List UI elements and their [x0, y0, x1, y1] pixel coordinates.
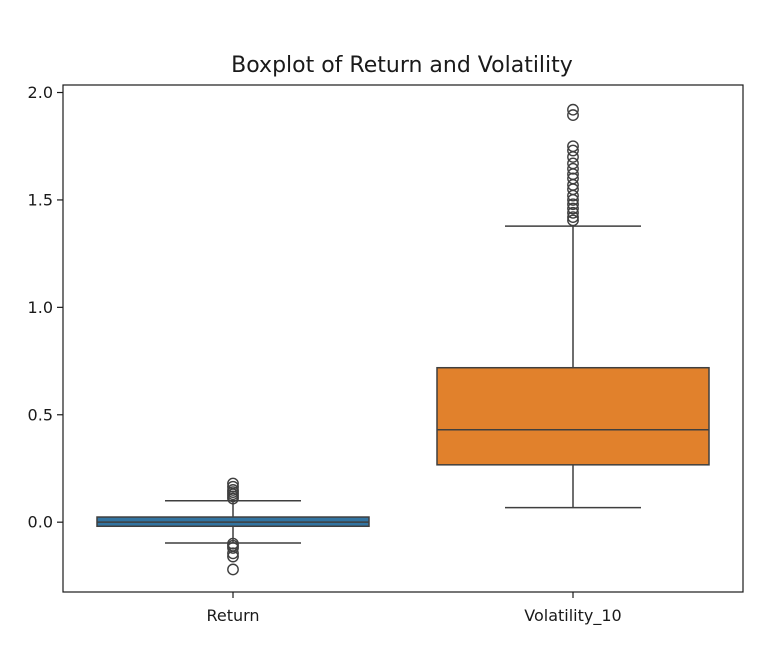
- x-tick-label: Volatility_10: [524, 606, 621, 626]
- x-tick-label: Return: [206, 606, 259, 625]
- y-tick-label: 2.0: [28, 83, 53, 102]
- y-tick-label: 0.5: [28, 405, 53, 424]
- plot-area-frame: [62, 84, 744, 593]
- outlier-point: [567, 189, 579, 202]
- outlier-point: [567, 214, 579, 227]
- outlier-point: [227, 492, 239, 505]
- chart-title: Boxplot of Return and Volatility: [231, 53, 573, 78]
- x-axis: Return Volatility_10: [206, 592, 622, 626]
- box-iqr: [436, 366, 710, 466]
- outlier-point: [227, 550, 239, 563]
- y-axis: 0.0 0.5 1.0 1.5 2.0: [28, 83, 63, 532]
- outlier-point: [567, 144, 579, 157]
- y-tick-label: 1.0: [28, 298, 53, 317]
- outlier-point: [227, 563, 239, 576]
- outlier-point: [227, 480, 239, 493]
- outlier-point: [567, 103, 579, 116]
- box-group-volatility-10: [436, 103, 710, 509]
- box-series: [96, 103, 710, 576]
- y-tick-label: 1.5: [28, 190, 53, 209]
- box-group-return: [96, 477, 370, 576]
- y-tick-label: 0.0: [28, 513, 53, 532]
- outlier-point: [567, 198, 579, 211]
- outlier-point: [567, 162, 579, 175]
- outlier-point: [567, 109, 579, 121]
- outlier-point: [227, 542, 239, 554]
- outlier-point: [567, 194, 579, 206]
- outlier-point: [567, 211, 579, 224]
- outlier-point: [567, 151, 579, 163]
- outlier-point: [567, 202, 579, 215]
- outlier-point: [227, 547, 239, 560]
- outlier-point: [567, 206, 579, 219]
